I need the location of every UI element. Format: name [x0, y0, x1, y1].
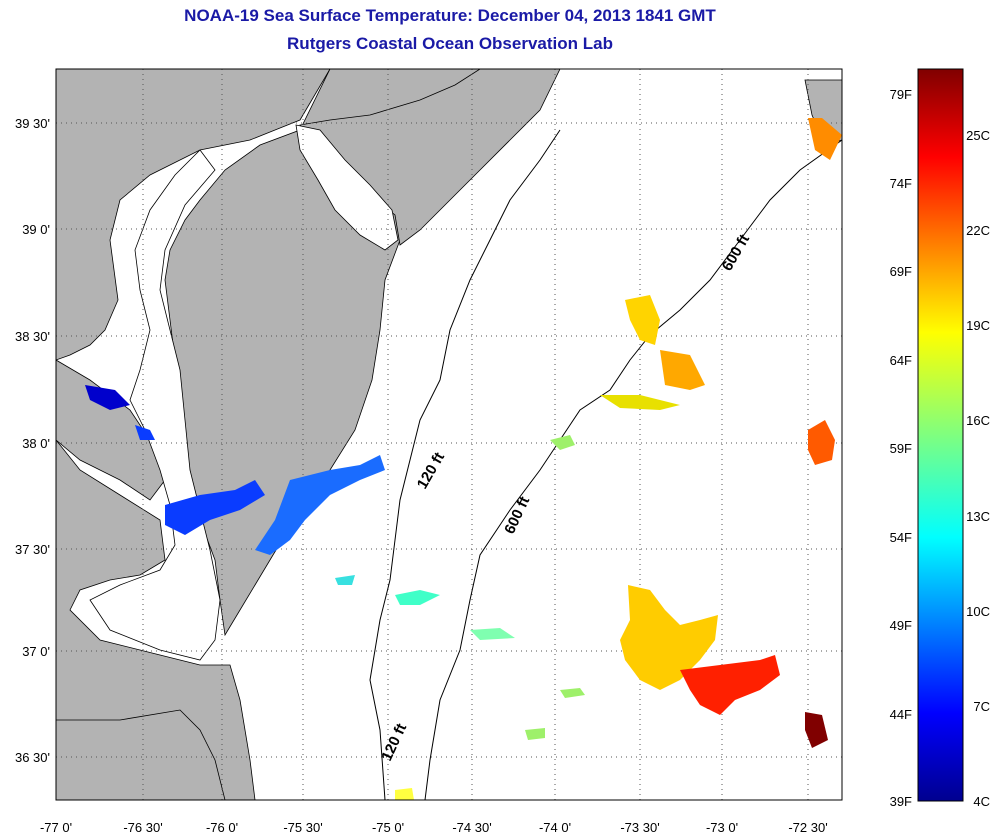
lon-label: -75 0': [372, 820, 404, 835]
lon-label: -76 30': [123, 820, 162, 835]
sst-orange-patch-1: [660, 350, 705, 390]
sst-patches: [85, 118, 842, 800]
sst-yellow-patch-1: [625, 295, 660, 345]
colorbar-label-c: 16C: [966, 413, 990, 428]
colorbar-label-f: 39F: [890, 794, 912, 809]
map-title: NOAA-19 Sea Surface Temperature: Decembe…: [184, 6, 716, 25]
isobath-120ft: [369, 129, 561, 800]
sst-cold-patch-1: [85, 385, 130, 410]
sst-warm-patch-2: [680, 655, 780, 715]
lon-label: -73 30': [620, 820, 659, 835]
colorbar-label-f: 74F: [890, 176, 912, 191]
sst-cyan-patch-2: [395, 590, 440, 605]
lat-label: 36 30': [15, 750, 50, 765]
lon-labels: -77 0' -76 30' -76 0' -75 30' -75 0' -74…: [40, 820, 828, 835]
colorbar-label-c: 7C: [973, 699, 990, 714]
sst-warm-patch-1: [620, 585, 718, 690]
lat-label: 38 30': [15, 329, 50, 344]
colorbar-label-f: 54F: [890, 530, 912, 545]
lat-label: 39 0': [22, 222, 50, 237]
colorbar-label-c: 25C: [966, 128, 990, 143]
colorbar: [917, 68, 964, 802]
lon-label: -73 0': [706, 820, 738, 835]
map-frame: [55, 68, 843, 801]
lon-label: -75 30': [283, 820, 322, 835]
lat-label: 38 0': [22, 436, 50, 451]
colorbar-label-f: 49F: [890, 618, 912, 633]
sst-warm-patch-4: [808, 118, 842, 160]
sst-cyan-patch-1: [335, 575, 355, 585]
sst-cold-patch-3: [255, 455, 385, 555]
lat-label: 39 30': [15, 116, 50, 131]
isobath-600ft: [424, 139, 842, 800]
colorbar-c-labels: 25C 22C 19C 16C 13C 10C 7C 4C: [966, 128, 990, 809]
colorbar-label-f: 79F: [890, 87, 912, 102]
sst-yellow-patch-2: [600, 395, 680, 410]
colorbar-f-labels: 79F 74F 69F 64F 59F 54F 49F 44F 39F: [890, 87, 912, 809]
sst-green-patch-2: [470, 628, 515, 640]
sst-green-patch-3: [560, 688, 585, 698]
sst-cold-patch-4: [135, 425, 155, 440]
sst-cold-patch-2: [165, 480, 265, 535]
colorbar-label-c: 22C: [966, 223, 990, 238]
lat-label: 37 30': [15, 542, 50, 557]
isobaths: [369, 129, 842, 800]
lat-label: 37 0': [22, 644, 50, 659]
lon-label: -76 0': [206, 820, 238, 835]
land-virginia: [56, 439, 256, 800]
delaware-bay: [295, 124, 399, 251]
sst-green-patch-1: [550, 435, 575, 450]
colorbar-label-c: 19C: [966, 318, 990, 333]
sst-orange-patch-2: [808, 420, 835, 465]
colorbar-label-f: 69F: [890, 264, 912, 279]
colorbar-label-c: 4C: [973, 794, 990, 809]
colorbar-label-f: 64F: [890, 353, 912, 368]
lat-labels: 39 30' 39 0' 38 30' 38 0' 37 30' 37 0' 3…: [15, 116, 50, 765]
colorbar-label-f: 44F: [890, 707, 912, 722]
sst-green-patch-4: [525, 728, 545, 740]
colorbar-label-c: 13C: [966, 509, 990, 524]
lon-label: -72 30': [788, 820, 827, 835]
map-subtitle: Rutgers Coastal Ocean Observation Lab: [287, 34, 613, 53]
graticule: [56, 69, 842, 800]
lon-label: -77 0': [40, 820, 72, 835]
land-outer-banks: [56, 709, 226, 800]
sst-warm-patch-3: [805, 712, 828, 748]
colorbar-label-c: 10C: [966, 604, 990, 619]
lon-label: -74 30': [452, 820, 491, 835]
sst-yellow-patch-3: [395, 788, 414, 800]
lon-label: -74 0': [539, 820, 571, 835]
colorbar-label-f: 59F: [890, 441, 912, 456]
